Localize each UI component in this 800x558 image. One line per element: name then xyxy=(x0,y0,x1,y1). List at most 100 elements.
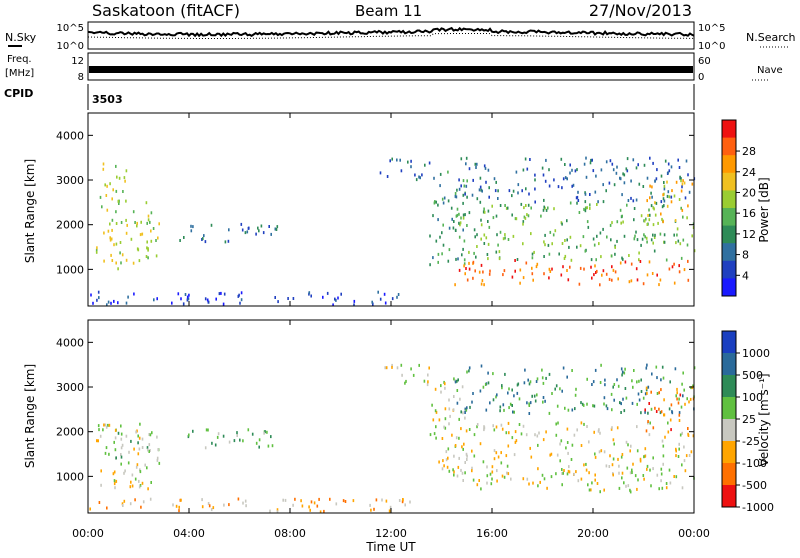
heatmap-cell xyxy=(471,449,473,453)
heatmap-cell xyxy=(583,162,586,166)
velocity-heatmap xyxy=(89,363,696,514)
heatmap-cell xyxy=(136,463,139,467)
heatmap-cell xyxy=(458,417,460,421)
heatmap-cell xyxy=(640,214,643,218)
nsearch-trace xyxy=(88,33,694,39)
heatmap-cell xyxy=(673,262,675,266)
heatmap-cell xyxy=(573,472,575,476)
heatmap-cell xyxy=(319,510,322,514)
heatmap-cell xyxy=(586,377,588,381)
heatmap-cell xyxy=(448,422,450,426)
heatmap-cell xyxy=(512,189,515,193)
heatmap-cell xyxy=(642,185,645,188)
heatmap-cell xyxy=(634,474,637,478)
heatmap-cell xyxy=(294,497,296,501)
heatmap-cell xyxy=(524,368,526,372)
heatmap-cell xyxy=(491,470,494,474)
heatmap-cell xyxy=(652,223,655,227)
heatmap-cell xyxy=(533,250,535,254)
heatmap-cell xyxy=(135,465,138,469)
heatmap-cell xyxy=(544,233,546,237)
heatmap-cell xyxy=(559,387,561,391)
heatmap-cell xyxy=(106,208,109,212)
heatmap-cell xyxy=(472,178,474,182)
heatmap-cell xyxy=(534,433,536,437)
heatmap-cell xyxy=(421,173,423,177)
heatmap-cell xyxy=(624,367,626,371)
power-heatmap xyxy=(90,156,696,307)
heatmap-cell xyxy=(145,201,148,205)
heatmap-cell xyxy=(155,239,157,242)
heatmap-cell xyxy=(527,214,530,218)
heatmap-cell xyxy=(490,482,493,486)
heatmap-cell xyxy=(588,440,590,444)
heatmap-cell xyxy=(590,158,592,162)
heatmap-cell xyxy=(612,473,614,477)
heatmap-cell xyxy=(663,187,666,191)
heatmap-cell xyxy=(255,441,258,445)
heatmap-cell xyxy=(300,499,302,503)
heatmap-cell xyxy=(427,373,429,377)
heatmap-cell xyxy=(452,468,454,472)
heatmap-cell xyxy=(187,297,190,301)
heatmap-cell xyxy=(577,199,580,202)
heatmap-cell xyxy=(613,383,616,386)
heatmap-cell xyxy=(396,158,398,162)
heatmap-cell xyxy=(548,267,551,271)
heatmap-cell xyxy=(258,438,261,442)
heatmap-cell xyxy=(576,201,578,205)
heatmap-cell xyxy=(142,500,145,504)
heatmap-cell xyxy=(514,430,517,434)
velocity-ylabel: Slant Range [km] xyxy=(23,364,37,468)
heatmap-cell xyxy=(429,234,431,238)
heatmap-cell xyxy=(442,459,444,463)
heatmap-cell xyxy=(201,498,203,502)
heatmap-cell xyxy=(459,221,462,225)
heatmap-cell xyxy=(681,182,684,186)
heatmap-cell xyxy=(119,241,122,244)
heatmap-cell xyxy=(452,408,455,412)
heatmap-cell xyxy=(584,192,587,196)
heatmap-cell xyxy=(501,386,503,390)
heatmap-cell xyxy=(538,431,540,435)
heatmap-cell xyxy=(652,241,654,245)
heatmap-cell xyxy=(652,426,655,430)
heatmap-cell xyxy=(426,383,429,387)
heatmap-cell xyxy=(519,268,522,272)
heatmap-cell xyxy=(593,243,596,247)
colorbar-tick-label: -100 xyxy=(742,457,767,470)
heatmap-cell xyxy=(487,168,490,172)
heatmap-cell xyxy=(598,428,600,432)
heatmap-cell xyxy=(662,197,665,201)
heatmap-cell xyxy=(236,431,238,435)
heatmap-cell xyxy=(483,210,486,214)
heatmap-cell xyxy=(244,499,247,503)
heatmap-cell xyxy=(534,173,536,177)
heatmap-cell xyxy=(183,236,185,239)
freq-tick-top: 12 xyxy=(71,56,84,67)
heatmap-cell xyxy=(138,259,141,263)
heatmap-cell xyxy=(633,207,636,210)
heatmap-cell xyxy=(454,283,456,287)
heatmap-cell xyxy=(553,178,555,182)
heatmap-cell xyxy=(673,281,676,285)
heatmap-cell xyxy=(605,189,607,193)
heatmap-cell xyxy=(591,383,593,386)
heatmap-cell xyxy=(616,165,618,169)
heatmap-cell xyxy=(662,462,664,466)
heatmap-cell xyxy=(531,252,534,256)
heatmap-cell xyxy=(552,233,555,237)
heatmap-cell xyxy=(613,398,615,402)
heatmap-cell xyxy=(671,265,674,269)
heatmap-cell xyxy=(508,387,510,391)
heatmap-cell xyxy=(566,219,568,223)
heatmap-cell xyxy=(506,471,508,475)
heatmap-cell xyxy=(550,452,553,456)
heatmap-cell xyxy=(458,268,461,272)
heatmap-cell xyxy=(654,179,656,183)
heatmap-cell xyxy=(623,371,626,375)
heatmap-cell xyxy=(115,242,118,246)
heatmap-cell xyxy=(121,253,124,257)
heatmap-cell xyxy=(122,504,124,507)
heatmap-cell xyxy=(668,407,671,411)
